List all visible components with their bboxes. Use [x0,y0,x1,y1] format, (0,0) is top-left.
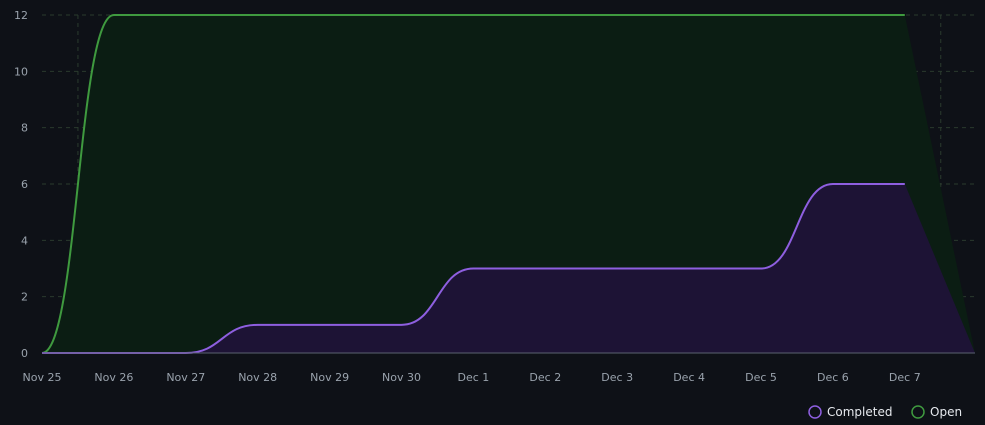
y-axis-ticks: 0 2 4 6 8 10 12 [14,9,28,360]
legend-label-completed: Completed [827,405,892,419]
legend-marker-open [911,405,925,419]
x-tick-label: Nov 27 [166,371,205,384]
y-tick-label: 10 [14,65,28,78]
x-tick-label: Nov 29 [310,371,349,384]
x-tick-label: Dec 6 [817,371,849,384]
legend-label-open: Open [930,405,962,419]
x-tick-label: Dec 4 [673,371,705,384]
y-tick-label: 6 [21,178,28,191]
x-tick-label: Dec 2 [529,371,561,384]
y-tick-label: 12 [14,9,28,22]
x-axis-ticks: Nov 25 Nov 26 Nov 27 Nov 28 Nov 29 Nov 30 Dec … [23,371,921,384]
legend-item-open[interactable]: Open [911,405,962,419]
x-tick-label: Dec 1 [458,371,490,384]
legend-marker-completed [808,405,822,419]
x-tick-label: Dec 7 [889,371,921,384]
y-tick-label: 0 [21,347,28,360]
x-tick-label: Nov 25 [23,371,62,384]
y-tick-label: 2 [21,291,28,304]
x-tick-label: Nov 26 [94,371,133,384]
x-tick-label: Dec 3 [601,371,633,384]
legend-item-completed[interactable]: Completed [808,405,892,419]
x-tick-label: Dec 5 [745,371,777,384]
y-tick-label: 4 [21,234,28,247]
y-tick-label: 8 [21,122,28,135]
x-tick-label: Nov 28 [238,371,277,384]
x-tick-label: Nov 30 [382,371,421,384]
legend: Completed Open [808,405,962,419]
series-line-open [41,13,905,354]
